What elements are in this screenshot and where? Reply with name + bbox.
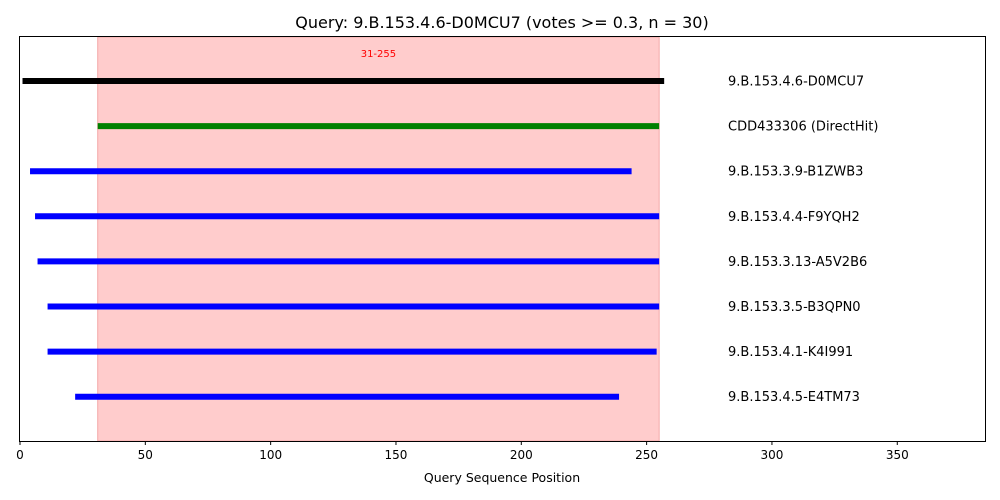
track-label: CDD433306 (DirectHit): [728, 120, 878, 135]
x-tick-label: 250: [635, 448, 658, 462]
x-tick-label: 100: [259, 448, 282, 462]
x-tick-label: 350: [886, 448, 909, 462]
track-label: 9.B.153.4.6-D0MCU7: [728, 75, 864, 90]
track-label: 9.B.153.4.5-E4TM73: [728, 390, 860, 405]
track-label: 9.B.153.4.4-F9YQH2: [728, 210, 860, 225]
track-label: 9.B.153.3.13-A5V2B6: [728, 255, 867, 270]
x-axis-label: Query Sequence Position: [424, 470, 580, 485]
x-tick-label: 200: [510, 448, 533, 462]
x-tick-label: 150: [385, 448, 408, 462]
track-label: 9.B.153.3.5-B3QPN0: [728, 300, 861, 315]
x-tick-label: 0: [16, 448, 24, 462]
chart-title: Query: 9.B.153.4.6-D0MCU7 (votes >= 0.3,…: [295, 13, 708, 32]
x-tick-label: 50: [138, 448, 153, 462]
x-tick-label: 300: [760, 448, 783, 462]
track-label: 9.B.153.4.1-K4I991: [728, 345, 853, 360]
highlight-region-label: 31-255: [361, 49, 396, 60]
plot-frame: [19, 36, 986, 442]
highlight-region: [97, 36, 660, 442]
track-label: 9.B.153.3.9-B1ZWB3: [728, 165, 863, 180]
x-axis: 0 50 100 150 200 250 300 350: [16, 441, 909, 462]
plot-area: 31-255 9.B.153.4.6-D0MCU7 CDD433306 (Direc…: [22, 36, 878, 442]
